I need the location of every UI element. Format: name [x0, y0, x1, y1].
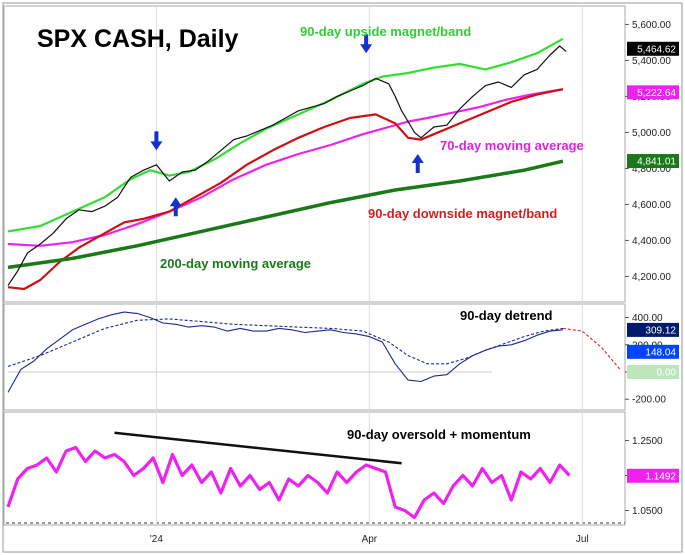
series-line-0-0 [7, 37, 564, 233]
price-tag-label-1-1: 148.04 [645, 347, 676, 358]
panel-frame-1 [3, 303, 626, 411]
price-tag-box-1-2 [627, 364, 679, 379]
series-line-0-4 [7, 45, 567, 286]
series-line-0-3 [7, 159, 564, 270]
y-tick-label-1-0: 400.00 [632, 313, 663, 324]
series-line-1-2 [562, 327, 622, 371]
series-line-2-0 [6, 445, 571, 520]
signal-arrow-1 [169, 197, 182, 217]
y-tick-label-2-2: 1.0500 [632, 506, 663, 517]
series-line-0-2 [7, 88, 564, 291]
y-tick-label-2-0: 1.2500 [632, 436, 663, 447]
price-tag-box-0-1 [627, 85, 679, 100]
y-tick-label-0-6: 4,400.00 [632, 236, 671, 247]
price-tag-label-0-1: 5,222.64 [637, 88, 676, 99]
price-tag-box-1-1 [627, 344, 679, 359]
series-line-0-1 [7, 88, 564, 247]
chart-title: SPX CASH, Daily [37, 25, 239, 53]
price-tag-label-1-0: 309.12 [645, 325, 676, 336]
y-tick-label-0-5: 4,600.00 [632, 200, 671, 211]
y-tick-label-0-1: 5,400.00 [632, 56, 671, 67]
x-tick-label-1: Apr [362, 534, 378, 545]
price-tag-box-0-0 [627, 41, 679, 56]
y-tick-label-0-3: 5,000.00 [632, 128, 671, 139]
panel-frame-2 [3, 411, 626, 526]
price-tag-label-1-2: 0.00 [657, 367, 677, 378]
annotation-downside-band: 90-day downside magnet/band [368, 206, 557, 221]
signal-arrow-0 [150, 131, 163, 151]
momentum-title: 90-day oversold + momentum [347, 427, 531, 442]
panel-frame-0 [3, 5, 626, 303]
annotation-upside-band: 90-day upside magnet/band [300, 24, 471, 39]
x-tick-label-2: Jul [576, 534, 589, 545]
momentum-trendline [114, 431, 402, 465]
price-tag-box-1-0 [627, 322, 679, 337]
y-tick-label-0-4: 4,800.00 [632, 164, 671, 175]
price-tag-box-2-0 [627, 468, 679, 483]
annotation-70-day-ma: 70-day moving average [440, 138, 584, 153]
series-line-1-1 [7, 318, 563, 368]
signal-arrow-2 [360, 34, 373, 54]
price-tag-label-0-2: 4,841.01 [637, 157, 676, 168]
x-tick-label-0: '24 [150, 534, 163, 545]
y-tick-label-0-0: 5,600.00 [632, 20, 671, 31]
y-tick-label-1-3: -200.00 [632, 395, 666, 406]
detrend-title: 90-day detrend [460, 308, 553, 323]
price-tag-box-0-2 [627, 154, 679, 169]
signal-arrow-3 [411, 154, 424, 173]
price-tag-label-2-0: 1.1492 [645, 471, 676, 482]
price-tag-label-0-0: 5,464.62 [637, 44, 676, 55]
annotation-200-day-ma: 200-day moving average [160, 256, 311, 271]
y-tick-label-0-7: 4,200.00 [632, 272, 671, 283]
